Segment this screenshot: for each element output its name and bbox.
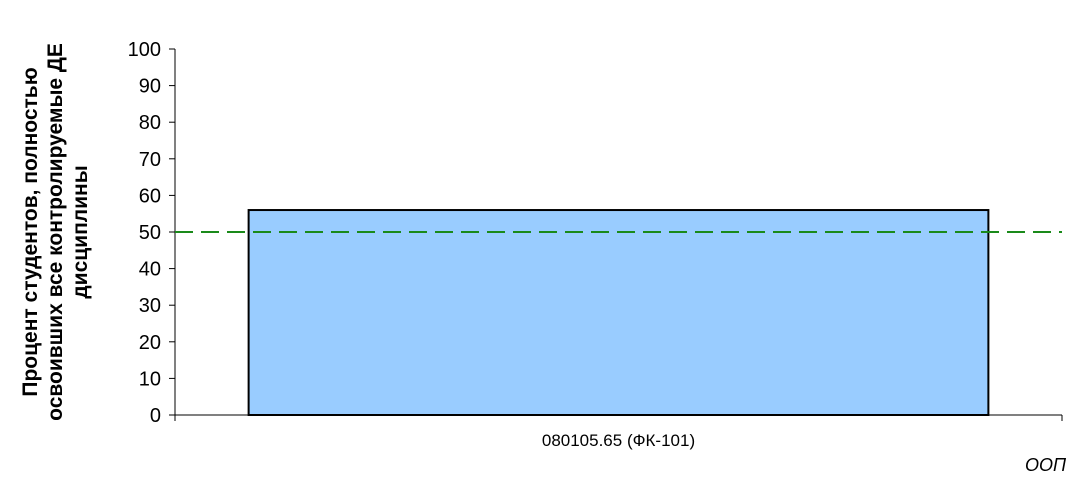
y-tick-label: 60 — [139, 185, 161, 207]
y-axis: 0 10 20 30 40 50 60 70 80 90 100 — [128, 39, 176, 427]
category-label: 080105.65 (ФК-101) — [542, 431, 695, 450]
y-tick-label: 30 — [139, 295, 161, 317]
y-axis-title-line: дисциплины — [69, 165, 92, 298]
bars — [247, 209, 990, 416]
x-axis-title: ООП — [1025, 455, 1067, 475]
y-tick-label: 20 — [139, 332, 161, 354]
y-tick-label: 70 — [139, 149, 161, 171]
y-tick-label: 0 — [150, 405, 161, 427]
y-tick-label: 40 — [139, 259, 161, 281]
y-axis-title-line: освоивших все контролируемые ДЕ — [44, 43, 67, 421]
y-axis-title: Процент студентов, полностью освоивших вс… — [19, 43, 92, 421]
bar — [247, 209, 990, 416]
y-tick-label: 80 — [139, 112, 161, 134]
y-tick-label: 100 — [128, 39, 161, 61]
y-tick-label: 90 — [139, 76, 161, 98]
y-tick-label: 10 — [139, 368, 161, 390]
y-axis-title-line: Процент студентов, полностью — [19, 67, 42, 396]
y-tick-label: 50 — [139, 222, 161, 244]
category-labels: 080105.65 (ФК-101) — [542, 431, 695, 450]
